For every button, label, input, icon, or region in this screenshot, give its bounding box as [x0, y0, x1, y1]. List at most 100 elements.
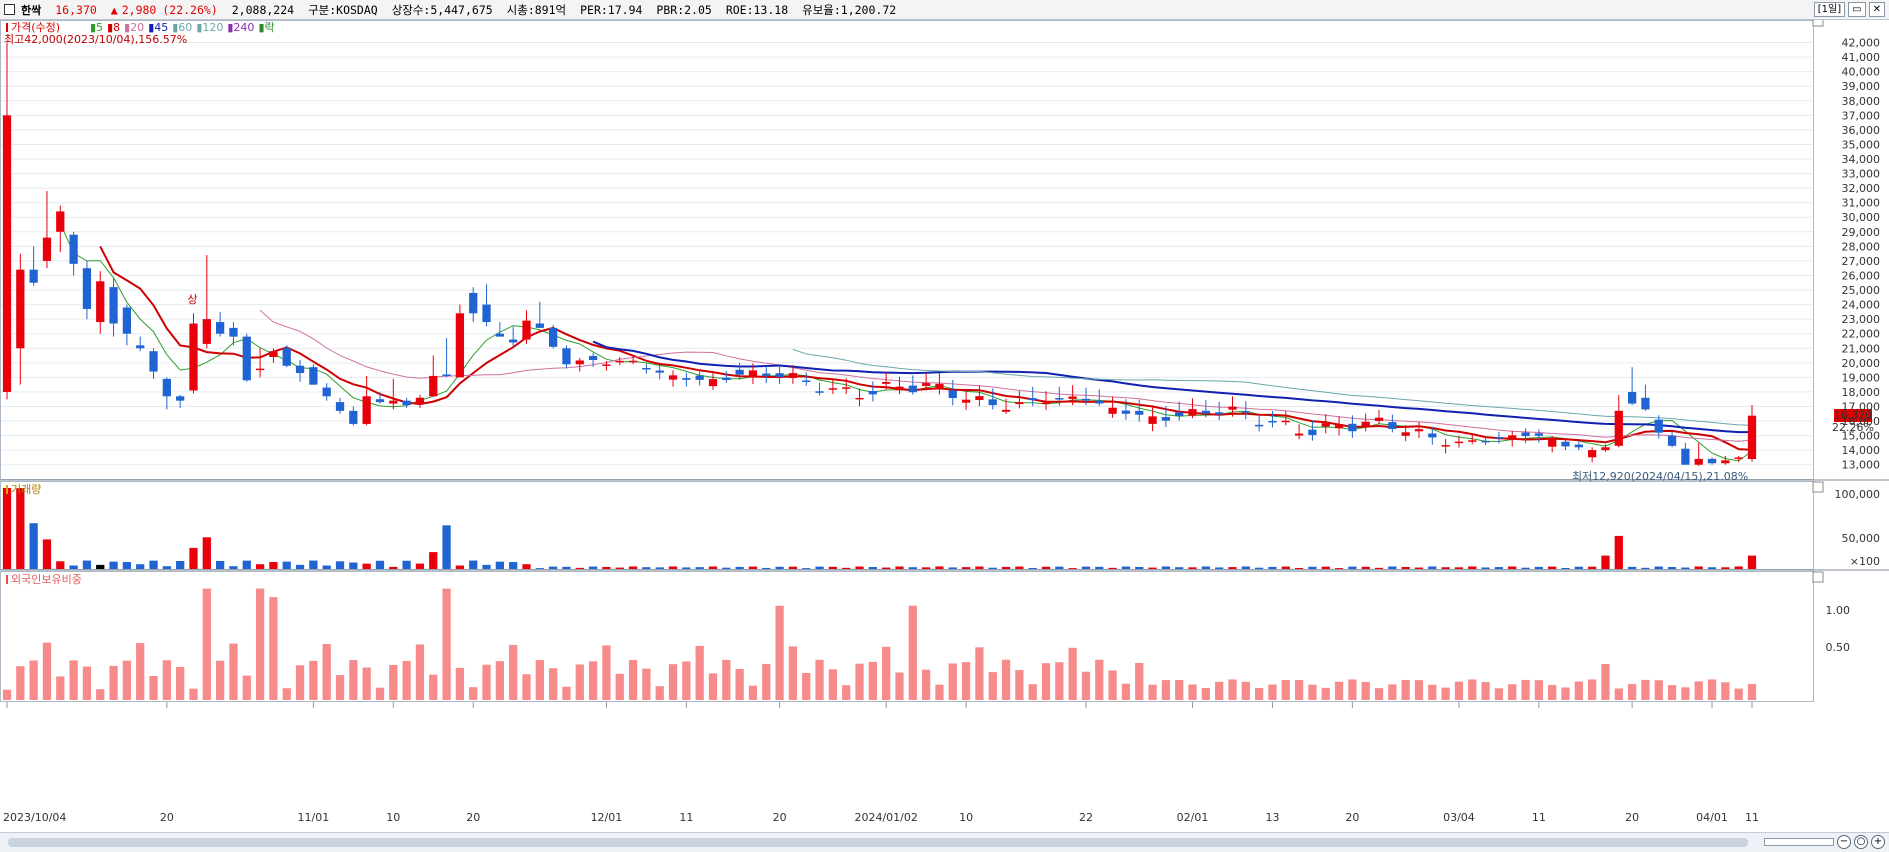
volume-bar: [176, 560, 185, 569]
legend-price: 가격(수정): [11, 21, 60, 34]
candle: [1374, 409, 1384, 425]
foreign-bar: [469, 687, 478, 700]
volume-bar: [469, 560, 478, 569]
volume-bar: [1268, 566, 1277, 569]
horizontal-scrollbar[interactable]: − ○ +: [0, 832, 1889, 852]
candle: [96, 271, 105, 334]
candle: [216, 311, 225, 337]
volume-bar: [1121, 566, 1131, 569]
candle: [255, 348, 265, 378]
candle: [655, 365, 664, 380]
candle: [562, 345, 571, 369]
foreign-bar: [1068, 647, 1077, 700]
zoom-in-icon[interactable]: +: [1871, 835, 1885, 849]
volume-bar: [1641, 567, 1650, 569]
period-button[interactable]: [1일]: [1813, 2, 1846, 17]
foreign-bar: [1281, 680, 1290, 700]
volume-bar: [1401, 567, 1410, 569]
foreign-label: 외국인보유비중: [11, 573, 82, 586]
candle: [362, 375, 371, 426]
foreign-bar: [1707, 679, 1717, 700]
date-tick: 11/01: [298, 811, 330, 824]
candle: [1401, 424, 1410, 442]
panel-minimize-icon[interactable]: [1812, 571, 1824, 583]
candle: [1627, 367, 1637, 406]
panel-minimize-icon[interactable]: [1812, 481, 1824, 493]
volume-bar: [1481, 567, 1490, 569]
candle: [1494, 432, 1504, 444]
ma20-line: [259, 309, 1753, 442]
candle: [1654, 415, 1663, 439]
candle: [802, 372, 811, 386]
volume-bar: [775, 566, 784, 569]
volume-bar: [802, 568, 811, 569]
foreign-bar: [1135, 662, 1144, 700]
candle: [1321, 414, 1330, 434]
stock-chart[interactable]: 상 가격(수정) ▮5 ▮8 ▮20 ▮45 ▮60 ▮120 ▮240 ▮락 최고42,00…: [0, 20, 1889, 832]
candle: [1188, 398, 1197, 419]
candle: [1641, 384, 1650, 411]
foreign-bar: [216, 660, 225, 700]
price-tick: 35,000: [1842, 138, 1881, 151]
panel-minimize-icon[interactable]: [1812, 20, 1824, 27]
foreign-bar: [602, 645, 611, 700]
volume-bar: [1601, 555, 1610, 569]
scroll-thumb[interactable]: [8, 838, 1748, 847]
close-icon[interactable]: ✕: [1868, 2, 1885, 17]
price-tick: 25,000: [1842, 284, 1881, 297]
candle: [402, 397, 411, 408]
volume-bar: [1561, 567, 1570, 569]
candle: [1694, 442, 1703, 466]
volume-bar: [269, 562, 278, 569]
candle: [522, 310, 531, 344]
foreign-bar: [349, 660, 358, 700]
candle: [282, 345, 291, 368]
price-tick: 29,000: [1842, 226, 1881, 239]
candle: [642, 363, 651, 374]
foreign-bar: [1188, 684, 1197, 700]
price-tick: 41,000: [1842, 51, 1881, 64]
candle: [1161, 405, 1171, 428]
volume-bar: [842, 567, 851, 569]
foreign-bar: [1667, 685, 1677, 700]
candle: [615, 357, 624, 366]
foreign-bar: [1721, 682, 1730, 700]
volume-bar: [1694, 566, 1703, 569]
candle: [935, 373, 944, 395]
candle: [322, 383, 331, 401]
volume-bar: [1721, 567, 1730, 569]
candle: [16, 253, 25, 385]
candle: [948, 379, 957, 406]
zoom-slider[interactable]: [1764, 838, 1834, 846]
foreign-bar: [1121, 683, 1131, 700]
foreign-bar: [762, 663, 771, 700]
checkbox[interactable]: [4, 4, 15, 15]
volume-bar: [1428, 566, 1437, 569]
foreign-bar: [1561, 687, 1570, 700]
foreign-bar: [562, 686, 571, 700]
volume-bar: [442, 525, 451, 569]
restore-icon[interactable]: ▭: [1848, 2, 1866, 17]
volume-bar: [762, 567, 771, 569]
foreign-bar: [282, 688, 291, 700]
candlesticks: [2, 42, 1757, 466]
volume-bar: [69, 565, 78, 569]
candle: [1268, 411, 1277, 428]
foreign-bar: [389, 665, 398, 700]
foreign-bar: [1308, 684, 1317, 700]
zoom-reset-icon[interactable]: ○: [1854, 835, 1868, 849]
volume-axis: 100,000 50,000 ×100: [1835, 488, 1881, 568]
foreign-bar: [1175, 680, 1184, 700]
foreign-tick: 0.50: [1826, 641, 1851, 654]
candle: [389, 378, 398, 410]
volume-bar: [788, 566, 798, 569]
price-tick: 27,000: [1842, 255, 1881, 268]
foreign-bar: [309, 660, 318, 700]
candle: [1681, 442, 1690, 465]
candle: [921, 372, 931, 391]
price-tick: 38,000: [1842, 95, 1881, 108]
volume-tick: ×100: [1850, 555, 1880, 568]
zoom-out-icon[interactable]: −: [1837, 835, 1851, 849]
volume-bar: [1161, 566, 1171, 569]
foreign-bar: [429, 674, 438, 700]
